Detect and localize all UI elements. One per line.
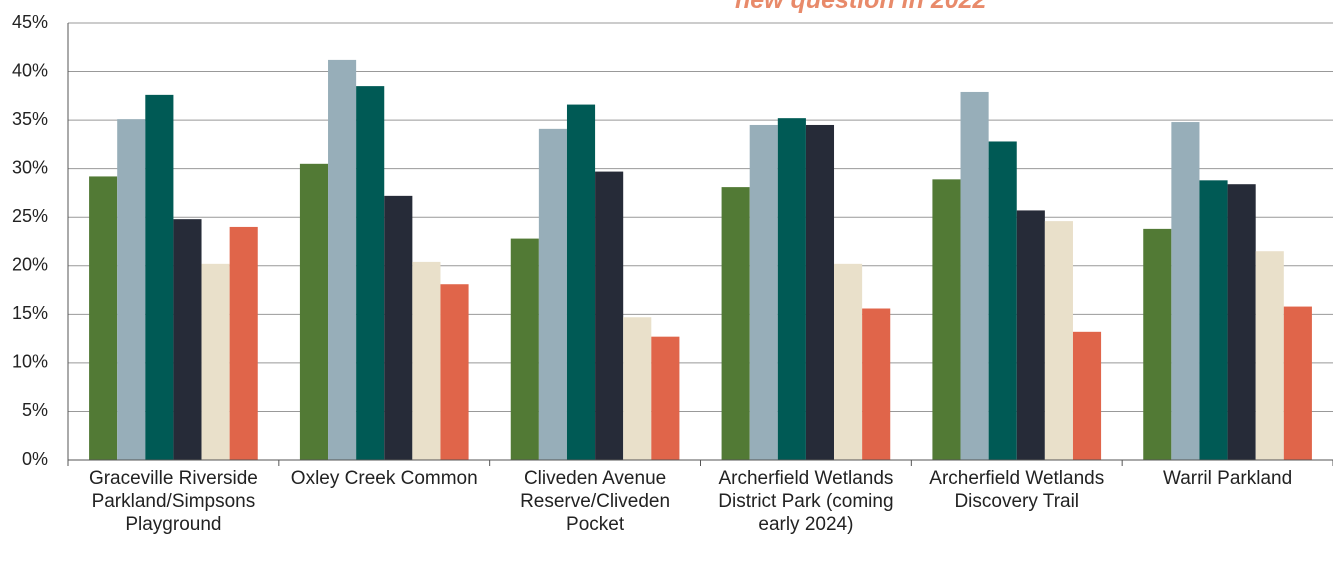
y-tick-label: 30%	[12, 157, 48, 177]
bar	[145, 94, 174, 461]
bar	[201, 263, 230, 460]
x-tick-label: Warril Parkland	[1162, 468, 1293, 489]
bar	[1199, 180, 1228, 460]
bar	[1072, 331, 1102, 460]
y-tick-label: 10%	[12, 352, 48, 372]
bar	[721, 187, 750, 460]
bar	[988, 141, 1017, 460]
bar	[834, 263, 863, 460]
y-tick-label: 45%	[12, 12, 48, 32]
bar	[117, 119, 146, 460]
bar	[1171, 122, 1200, 460]
x-tick-label: Oxley Creek Common	[290, 468, 478, 489]
bar	[1143, 228, 1172, 460]
x-tick-label: Graceville Riverside Parkland/Simpsons P…	[88, 468, 258, 535]
bar	[328, 59, 357, 460]
bar	[440, 284, 469, 460]
bar	[229, 226, 258, 460]
bar	[538, 128, 567, 460]
bar	[384, 195, 413, 460]
y-tick-label: 35%	[12, 109, 48, 129]
bar	[1044, 221, 1073, 460]
bar	[566, 104, 596, 460]
x-tick-label: Archerfield Wetlands District Park (comi…	[718, 468, 894, 535]
bar	[1255, 251, 1284, 460]
y-tick-label: 25%	[12, 206, 48, 226]
bar	[862, 308, 891, 460]
bar	[805, 124, 835, 460]
bar	[651, 336, 680, 460]
bar	[412, 261, 441, 460]
bar	[89, 176, 118, 461]
bar	[1227, 184, 1256, 460]
bar	[1016, 210, 1045, 460]
bar	[1283, 306, 1312, 460]
y-tick-label: 20%	[12, 255, 48, 275]
bar	[510, 238, 539, 460]
annotation: new question in 2022	[735, 0, 987, 14]
bar	[595, 171, 624, 460]
bar	[777, 118, 806, 461]
bar	[749, 124, 778, 460]
bar	[960, 91, 989, 461]
bar	[299, 163, 329, 461]
bar	[623, 317, 652, 460]
bar	[932, 179, 961, 461]
bar	[356, 86, 385, 460]
y-tick-label: 15%	[12, 303, 48, 323]
bar	[173, 219, 202, 460]
y-tick-label: 40%	[12, 60, 48, 80]
y-tick-label: 5%	[22, 400, 48, 420]
x-tick-label: Archerfield Wetlands Discovery Trail	[929, 468, 1105, 512]
y-tick-label: 0%	[22, 449, 48, 469]
x-tick-label: Cliveden Avenue Reserve/Cliveden Pocket	[520, 468, 671, 535]
